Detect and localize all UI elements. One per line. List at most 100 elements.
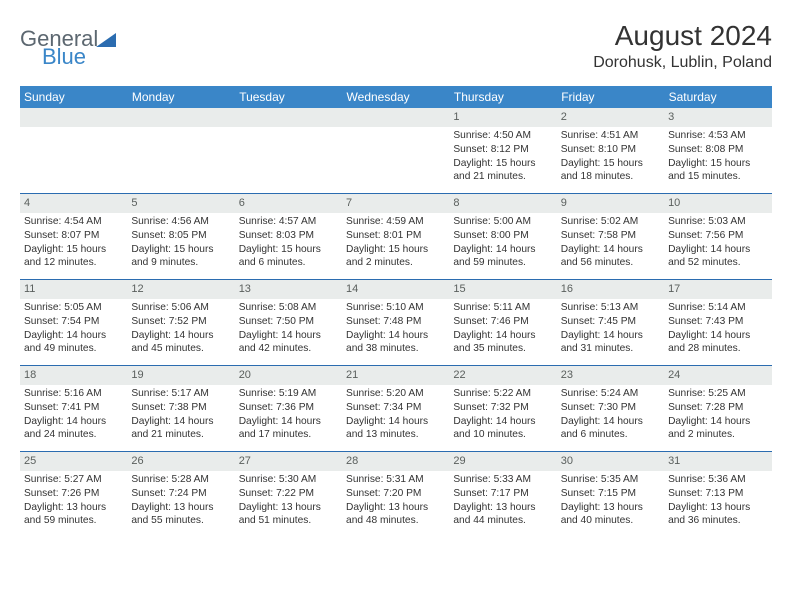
day-number-cell: 23 xyxy=(557,366,664,386)
day-detail-cell: Sunrise: 5:36 AMSunset: 7:13 PMDaylight:… xyxy=(664,471,771,537)
daylight-text: Daylight: 15 hours and 6 minutes. xyxy=(239,243,338,271)
sunset-text: Sunset: 7:38 PM xyxy=(131,401,230,415)
calendar-date-row: 123 xyxy=(20,108,772,127)
day-number-cell: 26 xyxy=(127,452,234,472)
weekday-header: Friday xyxy=(557,86,664,108)
sunrise-text: Sunrise: 4:57 AM xyxy=(239,215,338,229)
daylight-text: Daylight: 14 hours and 45 minutes. xyxy=(131,329,230,357)
logo-text-blue: Blue xyxy=(42,44,86,69)
weekday-header: Monday xyxy=(127,86,234,108)
sunset-text: Sunset: 8:07 PM xyxy=(24,229,123,243)
sunset-text: Sunset: 7:45 PM xyxy=(561,315,660,329)
calendar-date-row: 11121314151617 xyxy=(20,280,772,300)
sunset-text: Sunset: 8:05 PM xyxy=(131,229,230,243)
sunrise-text: Sunrise: 5:03 AM xyxy=(668,215,767,229)
sunrise-text: Sunrise: 4:51 AM xyxy=(561,129,660,143)
sunset-text: Sunset: 7:48 PM xyxy=(346,315,445,329)
day-number-cell: 1 xyxy=(449,108,556,127)
calendar-table: SundayMondayTuesdayWednesdayThursdayFrid… xyxy=(20,86,772,537)
day-detail-cell: Sunrise: 5:19 AMSunset: 7:36 PMDaylight:… xyxy=(235,385,342,452)
sunrise-text: Sunrise: 4:56 AM xyxy=(131,215,230,229)
day-detail-cell: Sunrise: 5:30 AMSunset: 7:22 PMDaylight:… xyxy=(235,471,342,537)
sunset-text: Sunset: 8:01 PM xyxy=(346,229,445,243)
day-detail-cell: Sunrise: 4:59 AMSunset: 8:01 PMDaylight:… xyxy=(342,213,449,280)
day-detail-cell: Sunrise: 5:25 AMSunset: 7:28 PMDaylight:… xyxy=(664,385,771,452)
day-detail-cell: Sunrise: 5:11 AMSunset: 7:46 PMDaylight:… xyxy=(449,299,556,366)
day-number-cell: 17 xyxy=(664,280,771,300)
sunset-text: Sunset: 7:15 PM xyxy=(561,487,660,501)
sunrise-text: Sunrise: 5:10 AM xyxy=(346,301,445,315)
sunset-text: Sunset: 8:12 PM xyxy=(453,143,552,157)
daylight-text: Daylight: 14 hours and 59 minutes. xyxy=(453,243,552,271)
day-number-cell: 10 xyxy=(664,194,771,214)
daylight-text: Daylight: 14 hours and 24 minutes. xyxy=(24,415,123,443)
sunrise-text: Sunrise: 5:05 AM xyxy=(24,301,123,315)
day-detail-cell: Sunrise: 4:51 AMSunset: 8:10 PMDaylight:… xyxy=(557,127,664,194)
day-detail-cell: Sunrise: 5:13 AMSunset: 7:45 PMDaylight:… xyxy=(557,299,664,366)
day-number-cell: 27 xyxy=(235,452,342,472)
calendar-data-row: Sunrise: 5:16 AMSunset: 7:41 PMDaylight:… xyxy=(20,385,772,452)
daylight-text: Daylight: 15 hours and 2 minutes. xyxy=(346,243,445,271)
day-detail-cell: Sunrise: 5:27 AMSunset: 7:26 PMDaylight:… xyxy=(20,471,127,537)
daylight-text: Daylight: 14 hours and 31 minutes. xyxy=(561,329,660,357)
day-number-cell: 24 xyxy=(664,366,771,386)
daylight-text: Daylight: 14 hours and 21 minutes. xyxy=(131,415,230,443)
sunset-text: Sunset: 7:28 PM xyxy=(668,401,767,415)
daylight-text: Daylight: 15 hours and 15 minutes. xyxy=(668,157,767,185)
day-detail-cell xyxy=(127,127,234,194)
day-number-cell: 21 xyxy=(342,366,449,386)
day-number-cell xyxy=(127,108,234,127)
daylight-text: Daylight: 13 hours and 48 minutes. xyxy=(346,501,445,529)
daylight-text: Daylight: 14 hours and 2 minutes. xyxy=(668,415,767,443)
sunrise-text: Sunrise: 5:00 AM xyxy=(453,215,552,229)
day-detail-cell: Sunrise: 5:24 AMSunset: 7:30 PMDaylight:… xyxy=(557,385,664,452)
weekday-header: Thursday xyxy=(449,86,556,108)
day-detail-cell xyxy=(235,127,342,194)
day-detail-cell: Sunrise: 5:22 AMSunset: 7:32 PMDaylight:… xyxy=(449,385,556,452)
sunset-text: Sunset: 7:36 PM xyxy=(239,401,338,415)
daylight-text: Daylight: 14 hours and 6 minutes. xyxy=(561,415,660,443)
day-number-cell: 4 xyxy=(20,194,127,214)
sunset-text: Sunset: 8:03 PM xyxy=(239,229,338,243)
sunrise-text: Sunrise: 5:28 AM xyxy=(131,473,230,487)
daylight-text: Daylight: 14 hours and 52 minutes. xyxy=(668,243,767,271)
sunrise-text: Sunrise: 5:25 AM xyxy=(668,387,767,401)
day-detail-cell xyxy=(20,127,127,194)
sunset-text: Sunset: 7:22 PM xyxy=(239,487,338,501)
daylight-text: Daylight: 14 hours and 38 minutes. xyxy=(346,329,445,357)
sunset-text: Sunset: 7:34 PM xyxy=(346,401,445,415)
day-number-cell xyxy=(342,108,449,127)
sunset-text: Sunset: 7:56 PM xyxy=(668,229,767,243)
sunrise-text: Sunrise: 5:02 AM xyxy=(561,215,660,229)
daylight-text: Daylight: 14 hours and 13 minutes. xyxy=(346,415,445,443)
sunset-text: Sunset: 7:26 PM xyxy=(24,487,123,501)
day-detail-cell: Sunrise: 5:03 AMSunset: 7:56 PMDaylight:… xyxy=(664,213,771,280)
calendar-data-row: Sunrise: 4:50 AMSunset: 8:12 PMDaylight:… xyxy=(20,127,772,194)
day-detail-cell: Sunrise: 5:08 AMSunset: 7:50 PMDaylight:… xyxy=(235,299,342,366)
day-number-cell: 14 xyxy=(342,280,449,300)
day-number-cell: 3 xyxy=(664,108,771,127)
sunset-text: Sunset: 7:50 PM xyxy=(239,315,338,329)
daylight-text: Daylight: 14 hours and 56 minutes. xyxy=(561,243,660,271)
weekday-header: Wednesday xyxy=(342,86,449,108)
day-detail-cell: Sunrise: 5:10 AMSunset: 7:48 PMDaylight:… xyxy=(342,299,449,366)
day-number-cell: 2 xyxy=(557,108,664,127)
day-detail-cell: Sunrise: 5:05 AMSunset: 7:54 PMDaylight:… xyxy=(20,299,127,366)
sunrise-text: Sunrise: 5:16 AM xyxy=(24,387,123,401)
sunrise-text: Sunrise: 5:17 AM xyxy=(131,387,230,401)
daylight-text: Daylight: 13 hours and 36 minutes. xyxy=(668,501,767,529)
sunrise-text: Sunrise: 5:11 AM xyxy=(453,301,552,315)
daylight-text: Daylight: 13 hours and 51 minutes. xyxy=(239,501,338,529)
weekday-header: Saturday xyxy=(664,86,771,108)
day-detail-cell: Sunrise: 5:00 AMSunset: 8:00 PMDaylight:… xyxy=(449,213,556,280)
day-detail-cell: Sunrise: 5:06 AMSunset: 7:52 PMDaylight:… xyxy=(127,299,234,366)
day-number-cell: 18 xyxy=(20,366,127,386)
sunset-text: Sunset: 8:10 PM xyxy=(561,143,660,157)
day-number-cell: 25 xyxy=(20,452,127,472)
sunset-text: Sunset: 7:58 PM xyxy=(561,229,660,243)
day-number-cell: 9 xyxy=(557,194,664,214)
sunrise-text: Sunrise: 5:27 AM xyxy=(24,473,123,487)
daylight-text: Daylight: 14 hours and 28 minutes. xyxy=(668,329,767,357)
daylight-text: Daylight: 15 hours and 18 minutes. xyxy=(561,157,660,185)
calendar-date-row: 45678910 xyxy=(20,194,772,214)
